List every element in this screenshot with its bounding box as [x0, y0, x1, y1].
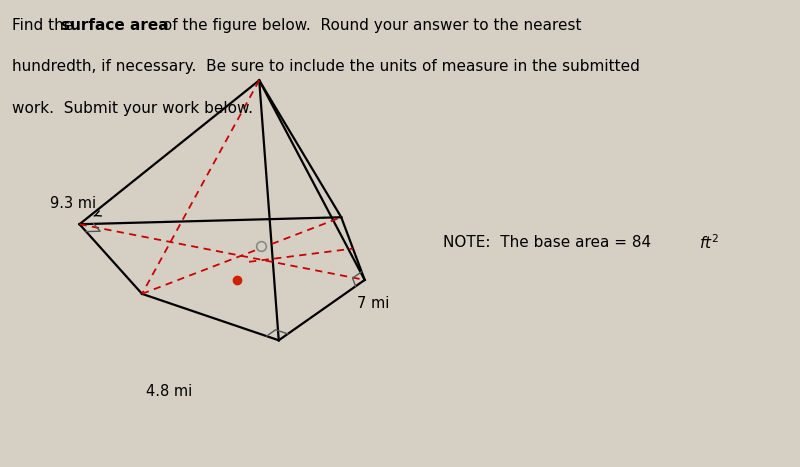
Text: $ft^2$: $ft^2$ [699, 234, 719, 252]
Text: of the figure below.  Round your answer to the nearest: of the figure below. Round your answer t… [158, 18, 581, 33]
Text: Find the: Find the [11, 18, 78, 33]
Text: surface area: surface area [61, 18, 168, 33]
Text: 9.3 mi: 9.3 mi [50, 196, 96, 211]
Text: 4.8 mi: 4.8 mi [146, 384, 193, 399]
Text: work.  Submit your work below.: work. Submit your work below. [11, 101, 253, 116]
Text: hundredth, if necessary.  Be sure to include the units of measure in the submitt: hundredth, if necessary. Be sure to incl… [11, 59, 639, 74]
Text: NOTE:  The base area = 84: NOTE: The base area = 84 [443, 235, 656, 250]
Text: 7 mi: 7 mi [357, 296, 390, 311]
